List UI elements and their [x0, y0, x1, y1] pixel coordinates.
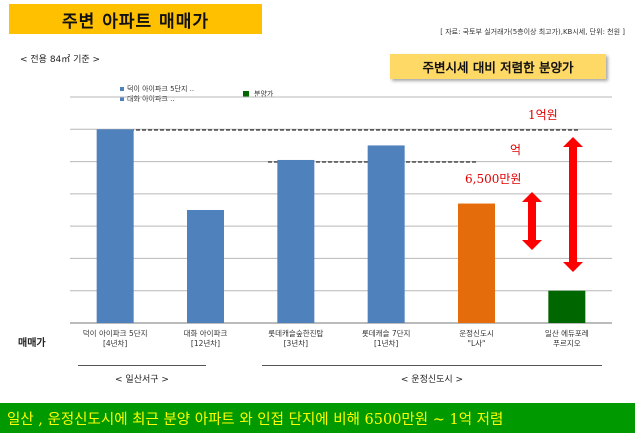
- x-tick-label-line: 덕이 아이파크 5단지: [82, 329, 148, 338]
- x-tick-label-line: [1년차]: [373, 339, 399, 348]
- bar-4: [458, 203, 495, 323]
- legend: 덕이 아이파크 5단지 .. 대화 아이파크 ..: [120, 84, 194, 104]
- x-tick-label-line: 일산 에듀포레: [544, 329, 589, 338]
- annotation-one-eok: 1억원: [528, 108, 558, 122]
- bar-1: [187, 210, 224, 323]
- legend-entry-1a: 덕이 아이파크 5단지 ..: [120, 84, 194, 94]
- arrows: [522, 137, 583, 272]
- legend-label-2: 분양가: [254, 90, 274, 98]
- x-tick-label-line: [4년차]: [102, 339, 128, 348]
- x-tick-label-line: [12년차]: [190, 339, 221, 348]
- group-line-left: [78, 365, 206, 366]
- bar-0: [96, 129, 134, 323]
- footer-banner: 일산 , 운정신도시에 최근 분양 아파트 와 인접 단지에 비해 6500만원…: [0, 403, 635, 433]
- x-tick-label-line: [3년차]: [283, 339, 309, 348]
- group-line-right: [262, 365, 602, 366]
- legend-entry-1b: 대화 아이파크 ..: [120, 94, 194, 104]
- chart-svg: [70, 96, 612, 324]
- page-title: 주변 아파트 매매가: [9, 4, 262, 34]
- legend-swatch-green: [243, 91, 249, 97]
- group-label-unjeong: < 운정신도시 >: [400, 375, 464, 385]
- legend-label-1b: 대화 아이파크 ..: [127, 95, 175, 103]
- arrow-1eok-icon: [563, 137, 583, 272]
- group-label-ilsan: < 일산서구 >: [115, 375, 169, 385]
- annotation-6500: 6,500만원: [465, 172, 522, 186]
- legend-entry-2: 분양가: [243, 89, 273, 99]
- bar-2: [277, 159, 315, 323]
- callout-box: 주변시세 대비 저렴한 분양가: [390, 54, 606, 79]
- x-tick-label-line: 롯데캐슬 7단지: [361, 329, 411, 338]
- x-tick-label-line: "L사": [467, 339, 486, 348]
- x-tick-label-3: 롯데캐슬 7단지 [1년차]: [340, 329, 432, 349]
- bars: [96, 129, 586, 323]
- x-tick-label-5: 일산 에듀포레 푸르지오: [521, 329, 613, 349]
- basis-note: < 전용 84㎡ 기준 >: [20, 55, 101, 65]
- arrow-6500-icon: [522, 192, 542, 250]
- x-tick-label-line: 롯데캐슬숲한진탑: [268, 329, 324, 338]
- x-tick-label-line: 푸르지오: [553, 339, 581, 348]
- legend-swatch-blue: [120, 97, 124, 101]
- bar-5: [548, 290, 586, 323]
- annotation-eok: 억: [510, 143, 522, 157]
- x-tick-label-line: 운정신도시: [459, 329, 494, 338]
- legend-swatch-blue: [120, 87, 124, 91]
- x-tick-label-1: 대화 아이파크 [12년차]: [160, 329, 252, 349]
- x-tick-label-line: 대화 아이파크: [183, 329, 228, 338]
- x-tick-label-2: 롯데캐슬숲한진탑 [3년차]: [250, 329, 342, 349]
- bar-3: [367, 145, 405, 323]
- source-note: [ 자료: 국토부 실거래가(5층이상 최고가),KB시세, 단위: 천원 ]: [440, 28, 625, 36]
- y-axis-label: 매매가: [18, 338, 46, 349]
- x-tick-label-4: 운정신도시 "L사": [431, 329, 523, 349]
- legend-label-1a: 덕이 아이파크 5단지 ..: [127, 85, 195, 93]
- x-tick-label-0: 덕이 아이파크 5단지 [4년차]: [69, 329, 161, 349]
